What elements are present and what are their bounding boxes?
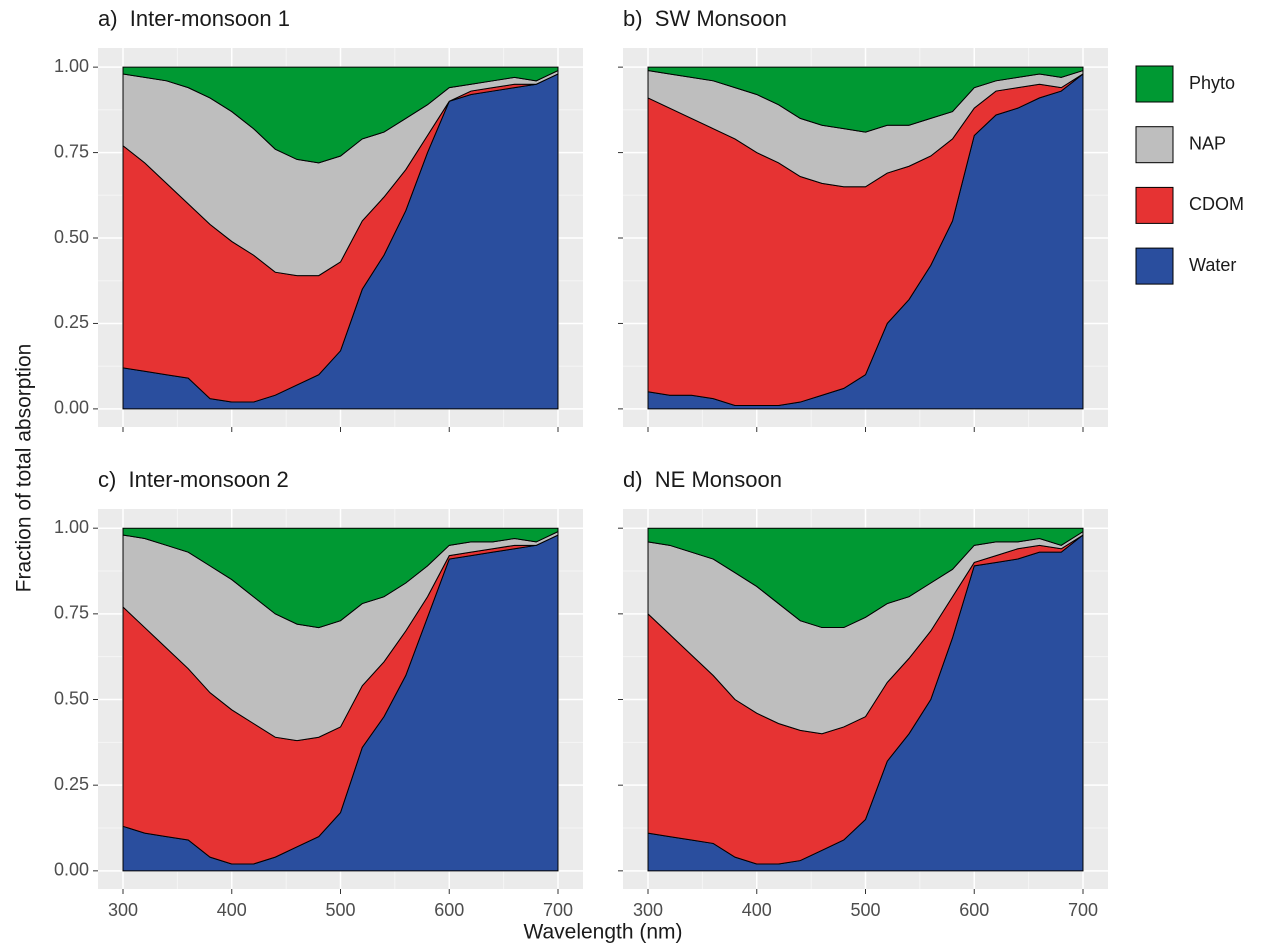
y-tick-label: 0.25 — [54, 312, 89, 332]
legend-swatch — [1135, 186, 1174, 224]
y-tick-label: 0.00 — [54, 860, 89, 880]
x-tick-label: 700 — [1068, 900, 1098, 920]
legend-swatch — [1135, 247, 1174, 285]
x-tick-label: 300 — [633, 900, 663, 920]
legend-label: NAP — [1189, 133, 1226, 153]
x-tick-label: 500 — [850, 900, 880, 920]
y-tick-label: 0.00 — [54, 398, 89, 418]
legend-label: CDOM — [1189, 194, 1244, 214]
x-tick-label: 400 — [217, 900, 247, 920]
panel-title: d) NE Monsoon — [623, 467, 782, 492]
panel-title: c) Inter-monsoon 2 — [98, 467, 289, 492]
x-tick-label: 700 — [543, 900, 573, 920]
legend-swatch — [1135, 126, 1174, 164]
x-tick-label: 600 — [434, 900, 464, 920]
y-tick-label: 0.75 — [54, 141, 89, 161]
x-tick-label: 400 — [742, 900, 772, 920]
area-3: Phyto — [122, 66, 559, 164]
panel-title: a) Inter-monsoon 1 — [98, 6, 290, 31]
y-axis-label: Fraction of total absorption — [13, 344, 36, 593]
x-tick-label: 500 — [325, 900, 355, 920]
y-tick-label: 0.25 — [54, 774, 89, 794]
legend-label: Phyto — [1189, 73, 1235, 93]
y-tick-label: 1.00 — [54, 517, 89, 537]
y-tick-label: 0.50 — [54, 227, 89, 247]
x-tick-label: 600 — [959, 900, 989, 920]
x-axis-label: Wavelength (nm) — [523, 921, 682, 944]
panel-title: b) SW Monsoon — [623, 6, 787, 31]
x-tick-label: 300 — [108, 900, 138, 920]
legend-swatch — [1135, 65, 1174, 103]
area-3: Phyto — [647, 527, 1084, 629]
y-tick-label: 0.50 — [54, 688, 89, 708]
legend-label: Water — [1189, 255, 1236, 275]
y-tick-label: 0.75 — [54, 603, 89, 623]
area-3: Phyto — [647, 66, 1084, 133]
y-tick-label: 1.00 — [54, 56, 89, 76]
area-3: Phyto — [122, 527, 559, 629]
